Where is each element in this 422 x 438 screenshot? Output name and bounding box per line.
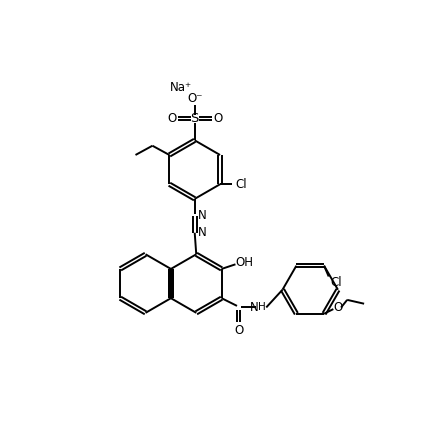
Text: O: O	[234, 324, 243, 337]
Text: N: N	[198, 226, 207, 239]
Text: O: O	[213, 112, 222, 125]
Text: Cl: Cl	[236, 178, 247, 191]
Text: O⁻: O⁻	[187, 92, 203, 105]
Text: O: O	[167, 112, 176, 125]
Text: OH: OH	[236, 256, 254, 269]
Text: S: S	[190, 112, 199, 125]
Text: H: H	[258, 302, 265, 312]
Text: Na⁺: Na⁺	[170, 81, 192, 95]
Text: O: O	[333, 301, 343, 314]
Text: N: N	[198, 209, 207, 223]
Text: Cl: Cl	[330, 276, 342, 289]
Text: N: N	[249, 301, 258, 314]
